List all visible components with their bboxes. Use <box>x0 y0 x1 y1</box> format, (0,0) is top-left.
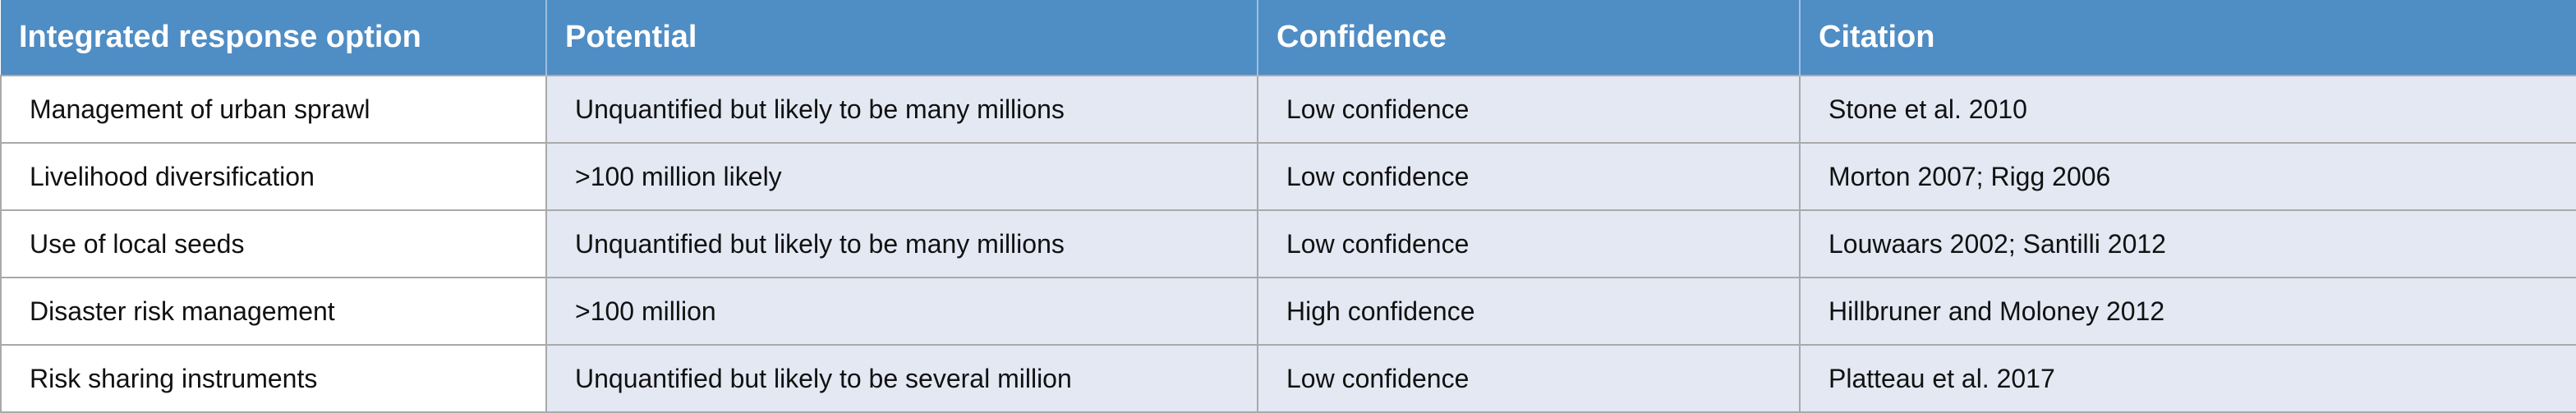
header-cell: Integrated response option <box>1 0 547 76</box>
header-cell: Citation <box>1800 0 2576 76</box>
table-cell: Low confidence <box>1257 209 1801 278</box>
table-row: Use of local seeds Unquantified but likel… <box>0 209 2576 278</box>
table-row: Risk sharing instruments Unquantified but… <box>0 344 2576 413</box>
table-cell: Stone et al. 2010 <box>1799 75 2576 144</box>
table-cell: >100 million likely <box>545 142 1258 211</box>
table-cell: Unquantified but likely to be many milli… <box>545 75 1258 144</box>
table-row: Livelihood diversification >100 million l… <box>0 142 2576 211</box>
table-cell: Disaster risk management <box>0 277 547 346</box>
table-cell: Use of local seeds <box>0 209 547 278</box>
table-cell: Management of urban sprawl <box>0 75 547 144</box>
table-cell: Unquantified but likely to be many milli… <box>545 209 1258 278</box>
table-cell: High confidence <box>1257 277 1801 346</box>
table-cell: Louwaars 2002; Santilli 2012 <box>1799 209 2576 278</box>
header-cell: Confidence <box>1258 0 1801 76</box>
table-cell: Unquantified but likely to be several mi… <box>545 344 1258 413</box>
table-body: Management of urban sprawl Unquantified b… <box>0 75 2576 413</box>
table-row: Management of urban sprawl Unquantified b… <box>0 75 2576 144</box>
table-cell: Low confidence <box>1257 75 1801 144</box>
table-row: Disaster risk management >100 million High… <box>0 277 2576 346</box>
table-cell: Low confidence <box>1257 142 1801 211</box>
table-cell: Risk sharing instruments <box>0 344 547 413</box>
table-cell: >100 million <box>545 277 1258 346</box>
header-cell: Potential <box>546 0 1258 76</box>
table-cell: Morton 2007; Rigg 2006 <box>1799 142 2576 211</box>
table-cell: Hillbruner and Moloney 2012 <box>1799 277 2576 346</box>
table-cell: Low confidence <box>1257 344 1801 413</box>
table-cell: Livelihood diversification <box>0 142 547 211</box>
header-row: Integrated response option Potential Confi… <box>1 0 2576 76</box>
table-cell: Platteau et al. 2017 <box>1799 344 2576 413</box>
